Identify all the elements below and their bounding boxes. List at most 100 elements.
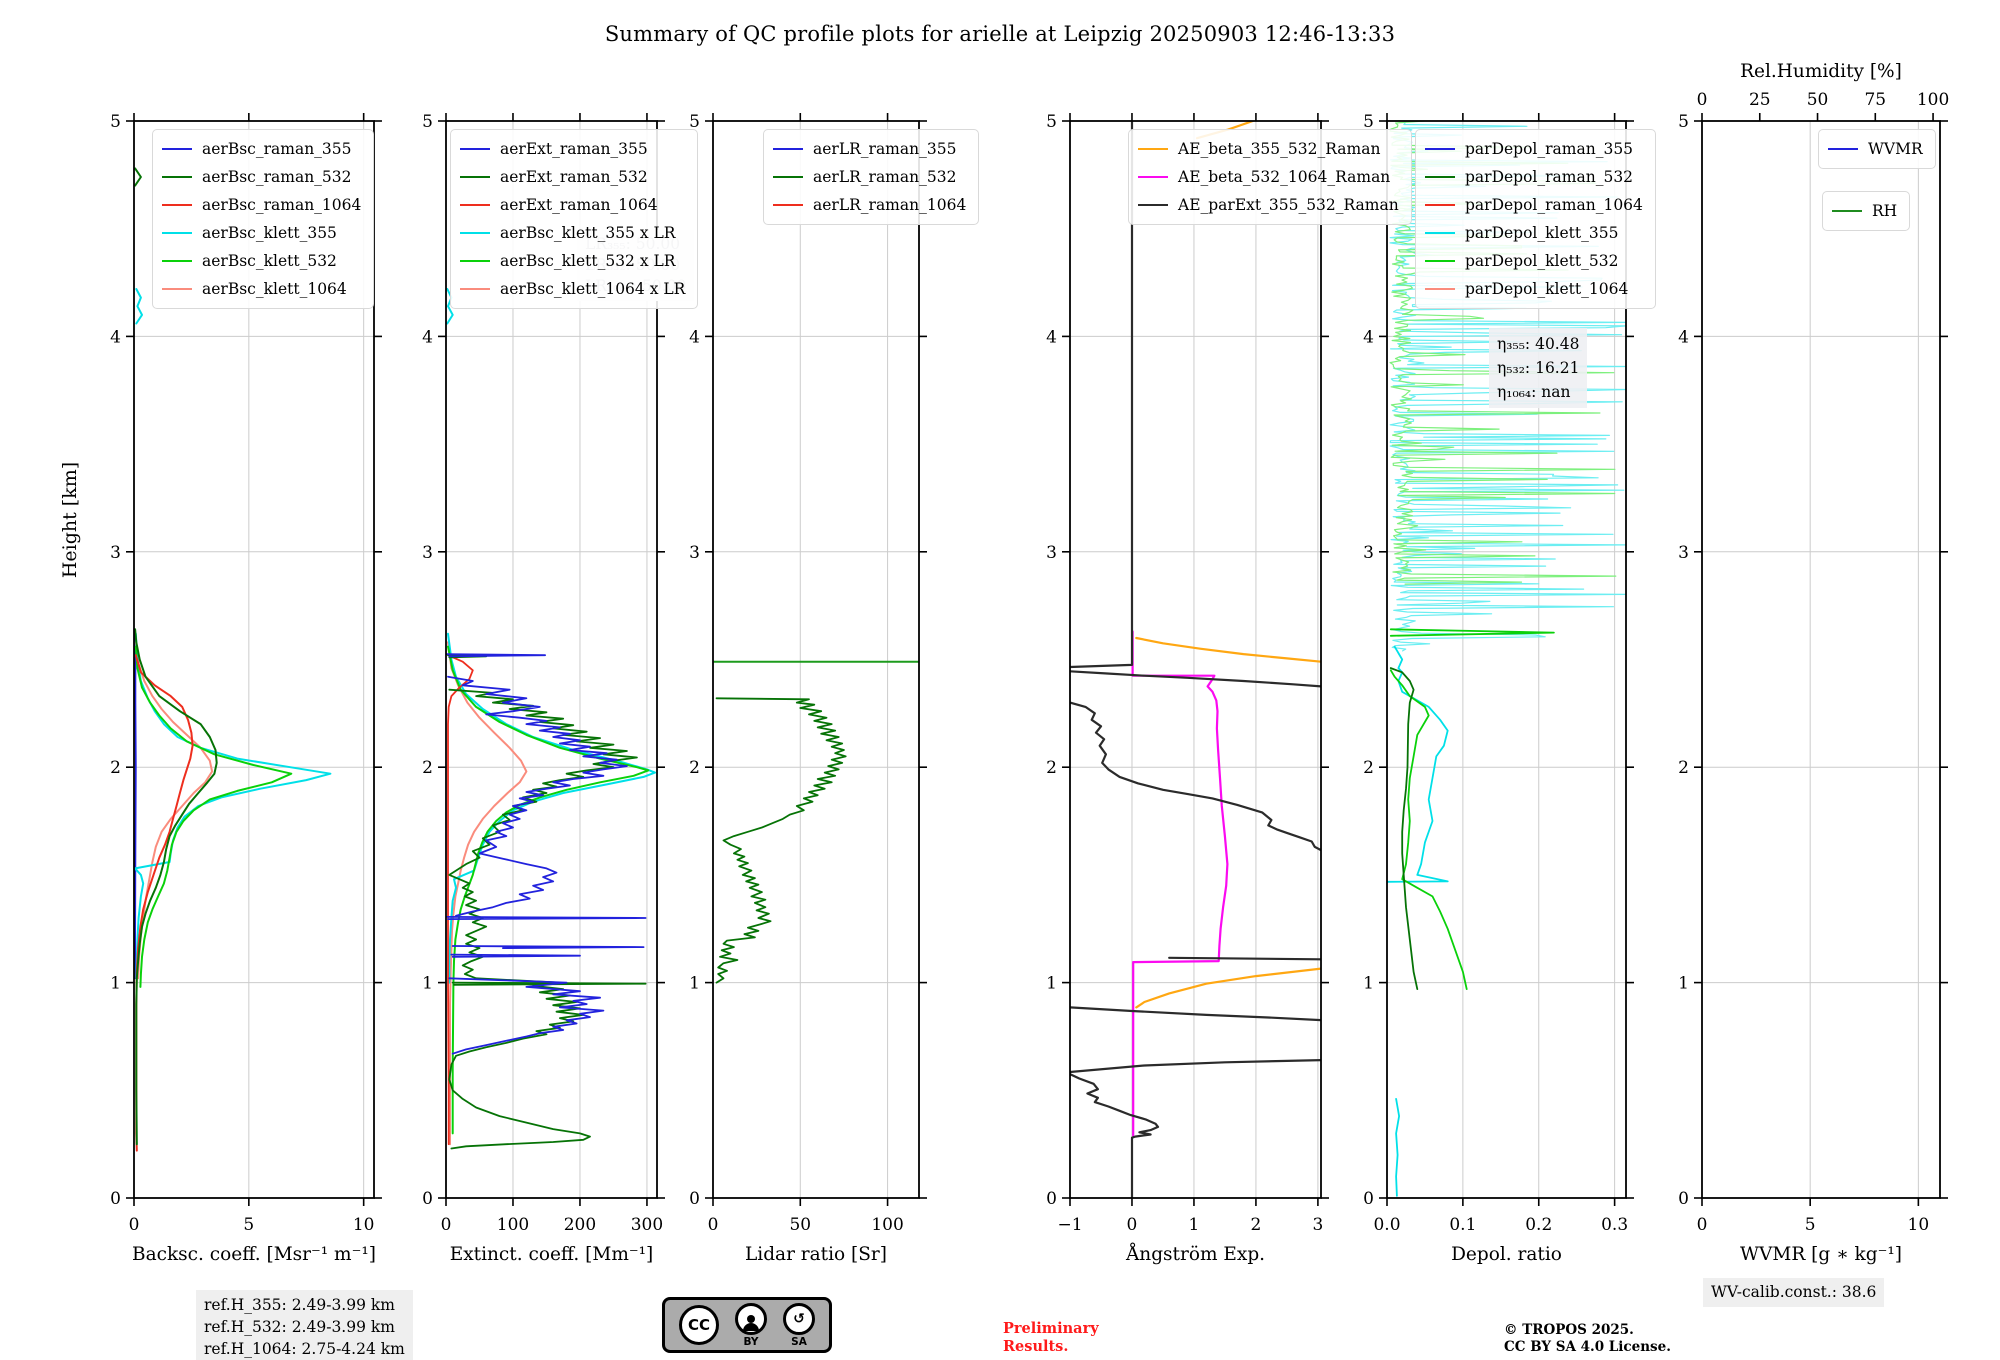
x-tick-label: 0.3: [1601, 1215, 1628, 1235]
series-group-extinction: [446, 288, 656, 1150]
legend-item: aerExt_raman_355: [460, 135, 685, 163]
legend-label: AE_beta_532_1064_Raman: [1178, 168, 1391, 186]
preliminary-line2: Results.: [1003, 1338, 1069, 1355]
y-tick-label: 3: [1046, 543, 1057, 563]
series-aerExt_raman_1064: [447, 654, 474, 1146]
y-tick-label: 1: [1678, 974, 1689, 994]
legend-item: RH: [1832, 197, 1897, 225]
legend-label: aerLR_raman_1064: [813, 196, 967, 214]
y-tick-label: 5: [422, 112, 433, 132]
y-tick-label: 1: [422, 974, 433, 994]
axes-spine: [1386, 120, 1627, 1199]
series-AE_parExt_355_532_Raman: [1168, 956, 1321, 961]
series-aerBsc_klett_355: [135, 288, 143, 325]
x-tick-label: −1: [1057, 1215, 1082, 1235]
y-tick-label: 4: [689, 327, 700, 347]
legend-swatch: [1138, 204, 1168, 206]
y-tick-label: 0: [1046, 1189, 1057, 1209]
legend-swatch: [162, 260, 192, 262]
legend-item: parDepol_klett_532: [1425, 247, 1643, 275]
legend-label: parDepol_raman_532: [1465, 168, 1634, 186]
y-tick-label: 2: [1363, 758, 1374, 778]
series-AE_beta_532_1064_Raman: [1131, 630, 1229, 1137]
legend-item: WVMR: [1828, 135, 1923, 163]
x-tick-label: 100: [497, 1215, 529, 1235]
x-tick-label: 10: [1908, 1215, 1930, 1235]
x-axis-label-lidar-ratio: Lidar ratio [Sr]: [745, 1244, 887, 1265]
legend-item: aerBsc_klett_355 x LR: [460, 219, 685, 247]
y-tick-label: 3: [422, 543, 433, 563]
y-tick-label: 2: [422, 758, 433, 778]
x-tick-label: 5: [1805, 1215, 1816, 1235]
legend-swatch: [1425, 204, 1455, 206]
series-aerBsc_klett_1064_xLR: [447, 641, 528, 1146]
legend-item: AE_beta_355_532_Raman: [1138, 135, 1399, 163]
legend-swatch: [460, 204, 490, 206]
series-AE_parExt_355_532_Raman: [1070, 121, 1134, 669]
x-tick-label: 0: [441, 1215, 452, 1235]
legend-swatch: [773, 204, 803, 206]
x-axis-label-depol: Depol. ratio: [1451, 1244, 1562, 1265]
legend-item: aerLR_raman_355: [773, 135, 966, 163]
series-AE_parExt_355_532_Raman: [1070, 701, 1321, 852]
series-aerBsc_raman_532: [134, 628, 218, 1146]
legend-swatch: [162, 232, 192, 234]
x-tick-label: 0: [129, 1215, 140, 1235]
x-tick-label: 10: [353, 1215, 375, 1235]
legend-label: aerBsc_klett_1064: [202, 280, 347, 298]
y-tick-label: 5: [689, 112, 700, 132]
legend-label: parDepol_klett_1064: [1465, 280, 1629, 298]
eta-annotation: η₃₅₅: 40.48 η₅₃₂: 16.21 η₁₀₆₄: nan: [1489, 328, 1588, 408]
y-tick-label: 4: [1363, 327, 1374, 347]
ref-h-1064: ref.H_1064: 2.75-4.24 km: [204, 1340, 405, 1358]
legend-label: aerExt_raman_1064: [500, 196, 658, 214]
x-tick-label: 0: [708, 1215, 719, 1235]
series-group-lidar-ratio: [713, 660, 919, 984]
legend-label: parDepol_raman_355: [1465, 140, 1634, 158]
x-tick-label: 50: [789, 1215, 811, 1235]
legend-label: aerExt_raman_532: [500, 168, 648, 186]
x-tick-label: 3: [1312, 1215, 1323, 1235]
legend-swatch: [162, 204, 192, 206]
legend-swatch: [1425, 260, 1455, 262]
series-AE_parExt_355_532_Raman: [1070, 1059, 1321, 1074]
series-parDepol_klett_532: [1389, 669, 1468, 990]
series-aerExt_raman_355: [450, 953, 581, 958]
copyright-note: © TROPOS 2025. CC BY SA 4.0 License.: [1504, 1322, 1671, 1356]
series-aerBsc_klett_355_xLR: [447, 632, 656, 984]
y-tick-label: 3: [689, 543, 700, 563]
eta-1064-value: η₁₀₆₄: nan: [1497, 383, 1571, 401]
legend-label: aerExt_raman_355: [500, 140, 648, 158]
ref-h-532: ref.H_532: 2.49-3.99 km: [204, 1318, 395, 1336]
y-tick-label: 3: [1678, 543, 1689, 563]
legend-item: aerBsc_raman_1064: [162, 191, 361, 219]
series-aerBsc_klett_532_xLR: [447, 645, 650, 1135]
y-tick-label: 4: [110, 327, 121, 347]
x-tick-label: 0.2: [1525, 1215, 1552, 1235]
x-tick-label: 0: [1127, 1215, 1138, 1235]
legend-label: aerLR_raman_355: [813, 140, 957, 158]
legend-item: aerBsc_klett_1064: [162, 275, 361, 303]
legend-item: AE_parExt_355_532_Raman: [1138, 191, 1399, 219]
y-tick-label: 2: [689, 758, 700, 778]
top-tick-label: 100: [1917, 90, 1949, 110]
axes-spine: [133, 120, 375, 1199]
y-axis-label: Height [km]: [59, 462, 81, 578]
legend-item: parDepol_klett_1064: [1425, 275, 1643, 303]
preliminary-line1: Preliminary: [1003, 1320, 1099, 1337]
y-tick-label: 1: [1363, 974, 1374, 994]
x-axis-label-extinction: Extinct. coeff. [Mm⁻¹]: [450, 1244, 654, 1265]
series-AE_parExt_355_532_Raman: [1070, 670, 1321, 688]
series-AE_beta_355_532_Raman: [1135, 636, 1321, 663]
legend-label: aerBsc_raman_1064: [202, 196, 362, 214]
legend-item: parDepol_raman_355: [1425, 135, 1643, 163]
eta-532-value: η₅₃₂: 16.21: [1497, 359, 1580, 377]
top-tick-label: 50: [1807, 90, 1829, 110]
series-aerBsc_raman_532: [134, 167, 142, 187]
series-aerExt_raman_355: [451, 945, 645, 949]
legend-item: parDepol_raman_1064: [1425, 191, 1643, 219]
legend-swatch: [460, 148, 490, 150]
series-aerBsc_klett_532: [134, 645, 293, 988]
legend-label: parDepol_raman_1064: [1465, 196, 1643, 214]
